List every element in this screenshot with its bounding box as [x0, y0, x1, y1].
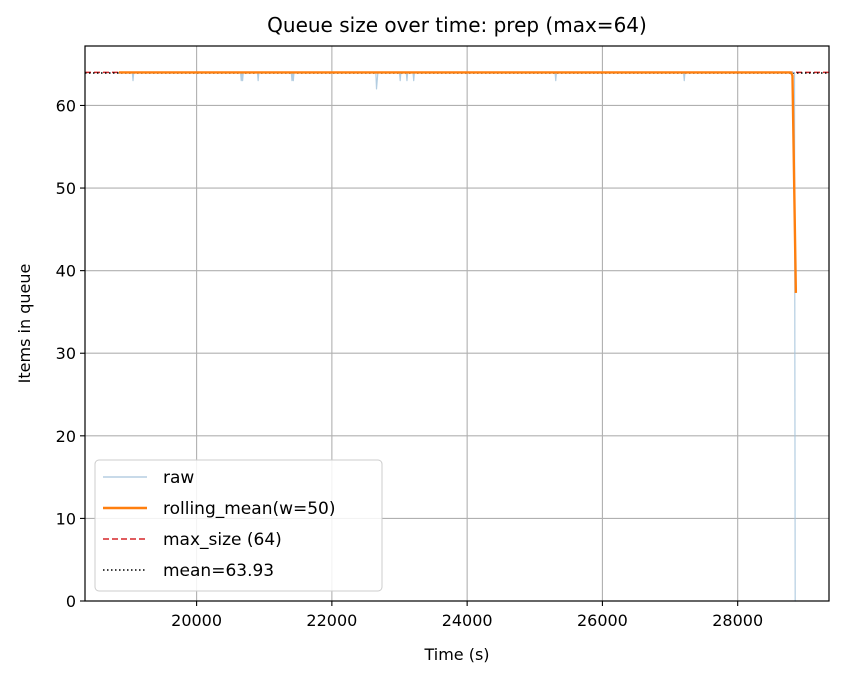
legend: raw rolling_mean(w=50) max_size (64) mea…: [94, 459, 383, 592]
y-tick-label: 40: [56, 262, 76, 281]
series-rolling-mean-line: [118, 71, 798, 293]
y-tick-label: 20: [56, 427, 76, 446]
y-axis-label: Items in queue: [15, 264, 34, 384]
series-raw-line: [118, 71, 796, 602]
y-tick-label: 30: [56, 344, 76, 363]
legend-entry-raw: raw: [163, 468, 194, 488]
plot-frame: [84, 45, 830, 602]
y-tick-label: 50: [56, 179, 76, 198]
chart-title: Queue size over time: prep (max=64): [267, 13, 647, 37]
legend-entry-max-size: max_size (64): [163, 530, 282, 550]
y-tick-label: 60: [56, 96, 76, 115]
x-tick-label: 22000: [306, 611, 357, 630]
x-tick-label: 24000: [442, 611, 493, 630]
x-axis-label: Time (s): [423, 645, 489, 664]
y-tick-label: 10: [56, 509, 76, 528]
legend-entry-rolling-mean: rolling_mean(w=50): [163, 499, 336, 519]
legend-box: [94, 459, 383, 592]
x-tick-label: 20000: [171, 611, 222, 630]
x-tick-label: 28000: [712, 611, 763, 630]
axis-ticks: 20000 22000 24000 26000 28000 0 10 20 30 40 50 60: [56, 96, 764, 630]
legend-entry-mean: mean=63.93: [163, 561, 274, 581]
series-lines: [118, 71, 798, 602]
y-tick-label: 0: [66, 592, 76, 611]
x-tick-label: 26000: [577, 611, 628, 630]
